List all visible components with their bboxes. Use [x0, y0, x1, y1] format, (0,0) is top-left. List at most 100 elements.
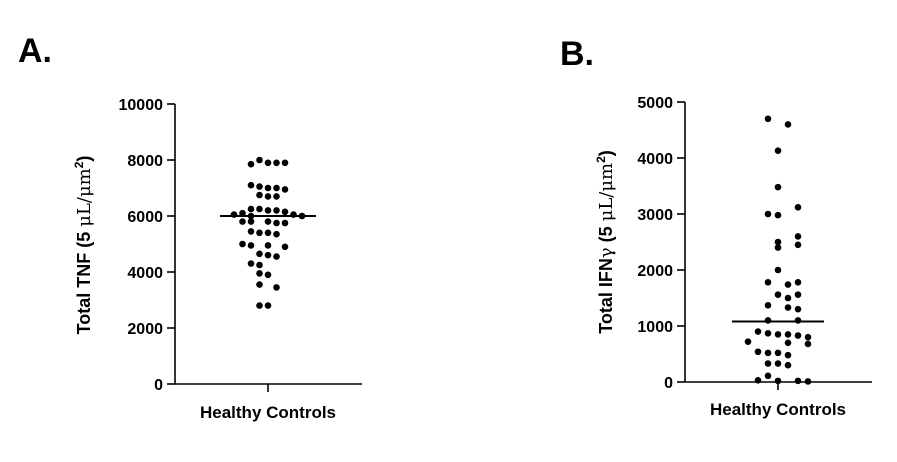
- panel-b-data-point: [764, 115, 772, 123]
- panel-b-data-point: [784, 304, 792, 311]
- panel-b-data-point: [784, 339, 792, 347]
- panel-a-y-title-greek: μL/μm: [74, 168, 95, 226]
- panel-b-y-title-prefix: Total IFN: [596, 258, 616, 334]
- panel-a-data-point: [281, 208, 289, 216]
- panel-b-data-point: [774, 291, 782, 298]
- panel-b-data-point: [794, 332, 802, 339]
- panel-b-data-point: [804, 378, 812, 385]
- panel-a-data-point: [273, 230, 280, 238]
- panel-a-data-point: [256, 156, 263, 164]
- panel-b-data-point: [774, 266, 782, 274]
- panel-a-data-point: [273, 253, 280, 260]
- panel-b-data-point: [784, 294, 792, 302]
- panel-a-data-point: [264, 251, 272, 259]
- panel-b-data-point: [784, 331, 792, 338]
- panel-b-y-tick-label: 5000: [637, 95, 673, 112]
- panel-a-data-point: [247, 260, 255, 267]
- panel-b-data-point: [774, 147, 782, 155]
- panel-b-data-point: [764, 317, 772, 324]
- panel-b-data-point: [784, 351, 792, 359]
- panel-a-category-label: Healthy Controls: [200, 403, 336, 422]
- panel-b-data-point: [794, 317, 802, 324]
- panel-a-data-point: [247, 218, 255, 225]
- panel-b-data-point: [774, 238, 782, 246]
- panel-b-axes: 0 1000 2000 3000 4000 5000: [637, 95, 872, 392]
- panel-b-y-title-gamma: γ: [596, 247, 617, 258]
- panel-b-points: [732, 115, 824, 385]
- panel-b-data-point: [774, 211, 782, 219]
- panel-a-points: [220, 156, 316, 309]
- panel-b-data-point: [774, 349, 782, 357]
- panel-a-y-tick-label: 2000: [127, 321, 163, 338]
- panel-b-category-label: Healthy Controls: [710, 400, 846, 419]
- panel-a-data-point: [256, 229, 263, 237]
- panel-b-data-point: [794, 241, 802, 249]
- panel-b-data-point: [754, 328, 762, 335]
- panel-b-data-point: [774, 360, 782, 367]
- panel-b-data-point: [784, 281, 792, 288]
- panel-a-data-point: [273, 219, 280, 227]
- panel-a-data-point: [239, 209, 246, 217]
- panel-b-data-point: [764, 301, 772, 309]
- panel-b-y-tick-label: 0: [664, 375, 673, 392]
- panel-a-y-tick-label: 10000: [119, 97, 164, 114]
- panel-b-data-point: [774, 331, 782, 338]
- panel-b-data-point: [794, 203, 802, 211]
- panel-a-data-point: [273, 159, 280, 167]
- panel-a-y-title-sup: 2: [72, 161, 86, 168]
- panel-a-data-point: [247, 181, 255, 189]
- panel-a-y-axis-title: Total TNF (5 μL/μm2): [72, 156, 95, 335]
- panel-b-data-point: [804, 340, 812, 348]
- panel-a-data-point: [281, 243, 289, 251]
- panel-a-data-point: [247, 228, 255, 235]
- panel-b-y-tick-label: 3000: [637, 207, 673, 224]
- panel-b-y-title-greek: μL/μm: [596, 163, 617, 221]
- panel-a-letter: A.: [18, 32, 52, 70]
- panel-b-data-point: [794, 291, 802, 298]
- panel-a-y-title-prefix: Total TNF (5: [74, 227, 94, 335]
- panel-b-data-point: [744, 338, 752, 345]
- panel-a-data-point: [239, 240, 246, 248]
- panel-b-data-point: [754, 377, 762, 384]
- panel-b-data-point: [794, 279, 802, 286]
- panel-a-data-point: [256, 281, 263, 288]
- panel-a-data-point: [256, 270, 263, 277]
- panel-a-data-point: [273, 193, 280, 200]
- panel-a-data-point: [264, 207, 272, 214]
- panel-b-data-point: [764, 349, 772, 357]
- panel-b-data-point: [784, 121, 792, 128]
- panel-b-data-point: [764, 360, 772, 367]
- panel-a-y-tick-label: 8000: [127, 153, 163, 170]
- panel-a-data-point: [264, 242, 272, 249]
- panel-b-letter: B.: [560, 35, 594, 73]
- panel-a-data-point: [264, 159, 272, 167]
- panel-b-data-point: [794, 233, 802, 240]
- panel-a-data-point: [247, 160, 255, 168]
- panel-b-y-axis-title: Total IFNγ (5 μL/μm2): [594, 150, 617, 334]
- panel-b-data-point: [784, 361, 792, 369]
- panel-a-y-tick-label: 6000: [127, 209, 163, 226]
- panel-b-data-point: [764, 279, 772, 286]
- panel-b-y-tick-label: 1000: [637, 319, 673, 336]
- panel-b: B. Total IFNγ (5 μL/μm2) 0 1000 2000 3000 40…: [560, 35, 872, 419]
- panel-a-data-point: [256, 302, 263, 309]
- panel-a-data-point: [264, 302, 272, 309]
- panel-a-data-point: [264, 229, 272, 237]
- panel-b-data-point: [794, 305, 802, 313]
- panel-b-data-point: [774, 183, 782, 191]
- panel-a-data-point: [256, 183, 263, 190]
- panel-b-y-tick-label: 4000: [637, 151, 673, 168]
- panel-a-data-point: [239, 218, 246, 225]
- panel-a-data-point: [264, 184, 272, 192]
- panel-a: A. Total TNF (5 μL/μm2) 0 2000 4000 6000 800…: [18, 32, 362, 422]
- panel-a-data-point: [281, 159, 289, 167]
- panel-a-data-point: [264, 271, 272, 279]
- panel-a-data-point: [256, 205, 263, 213]
- panel-b-data-point: [774, 377, 782, 385]
- panel-b-y-title-suffix: ): [596, 150, 616, 156]
- panel-b-data-point: [804, 333, 812, 341]
- panel-a-data-point: [256, 191, 263, 199]
- panel-a-data-point: [256, 261, 263, 269]
- panel-b-data-point: [764, 329, 772, 337]
